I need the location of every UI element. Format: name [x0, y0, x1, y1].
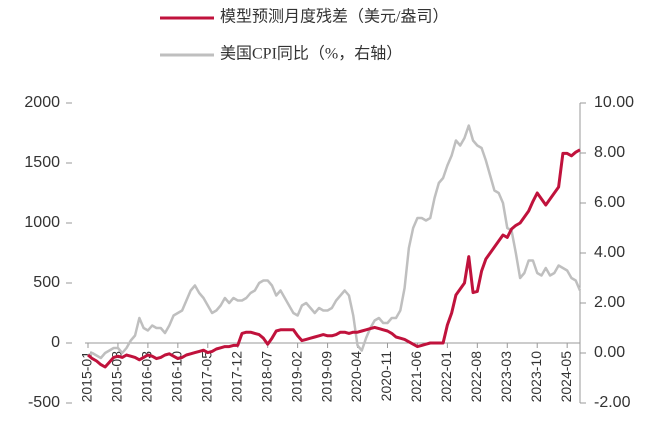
y2-tick-label: 10.00: [594, 94, 634, 111]
y-tick-label: 1500: [24, 154, 60, 171]
y2-tick-label: -2.00: [594, 394, 631, 411]
y-tick-label: -500: [28, 394, 60, 411]
x-tick-label: 2022-08: [468, 351, 484, 403]
y-tick-label: 500: [33, 274, 60, 291]
x-tick-label: 2015-08: [109, 351, 125, 403]
x-tick-label: 2019-09: [318, 351, 334, 403]
x-tick-label: 2017-12: [228, 351, 244, 403]
x-tick-label: 2022-01: [438, 351, 454, 403]
x-tick-label: 2016-03: [139, 351, 155, 403]
x-tick-label: 2023-10: [528, 351, 544, 403]
series-line: [87, 148, 581, 369]
y-tick-label: 0: [51, 334, 60, 351]
legend-label: 美国CPI同比（%，右轴）: [220, 45, 402, 63]
x-tick-label: 2020-11: [378, 351, 394, 402]
y-tick-label: 1000: [24, 214, 60, 231]
series-line: [87, 124, 582, 360]
x-tick-label: 2018-07: [258, 351, 274, 403]
y2-tick-label: 6.00: [594, 194, 625, 211]
y-tick-label: 2000: [24, 94, 60, 111]
y2-tick-label: 8.00: [594, 144, 625, 161]
x-tick-label: 2019-02: [288, 351, 304, 403]
x-tick-label: 2015-01: [79, 351, 95, 403]
y2-tick-label: 2.00: [594, 294, 625, 311]
y2-tick-label: 0.00: [594, 344, 625, 361]
legend-label: 模型预测月度残差（美元/盎司）: [220, 8, 448, 26]
x-tick-label: 2017-05: [198, 351, 214, 403]
x-tick-label: 2016-10: [169, 351, 185, 403]
x-tick-label: 2023-03: [498, 351, 514, 403]
x-tick-label: 2024-05: [558, 351, 574, 403]
x-tick-label: 2021-06: [408, 351, 424, 403]
y2-tick-label: 4.00: [594, 244, 625, 261]
x-tick-label: 2020-04: [348, 351, 364, 403]
